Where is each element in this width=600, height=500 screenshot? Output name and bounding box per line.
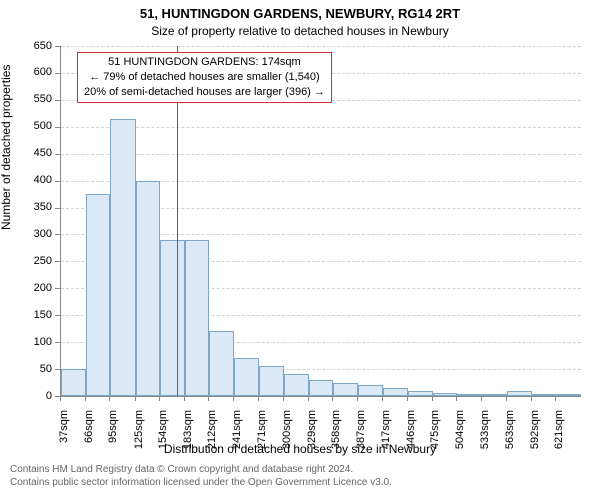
footer-attribution: Contains HM Land Registry data © Crown c… — [10, 464, 392, 489]
x-tick-label: 95sqm — [107, 410, 119, 443]
x-axis-label: Distribution of detached houses by size … — [0, 442, 600, 456]
x-tick-label: 66sqm — [83, 410, 95, 443]
x-axis-ticks: 37sqm66sqm95sqm125sqm154sqm183sqm212sqm2… — [0, 0, 600, 500]
chart-container: 51, HUNTINGDON GARDENS, NEWBURY, RG14 2R… — [0, 0, 600, 500]
footer-line-2: Contains public sector information licen… — [10, 477, 392, 490]
footer-line-1: Contains HM Land Registry data © Crown c… — [10, 464, 392, 477]
x-tick-label: 37sqm — [58, 410, 70, 443]
